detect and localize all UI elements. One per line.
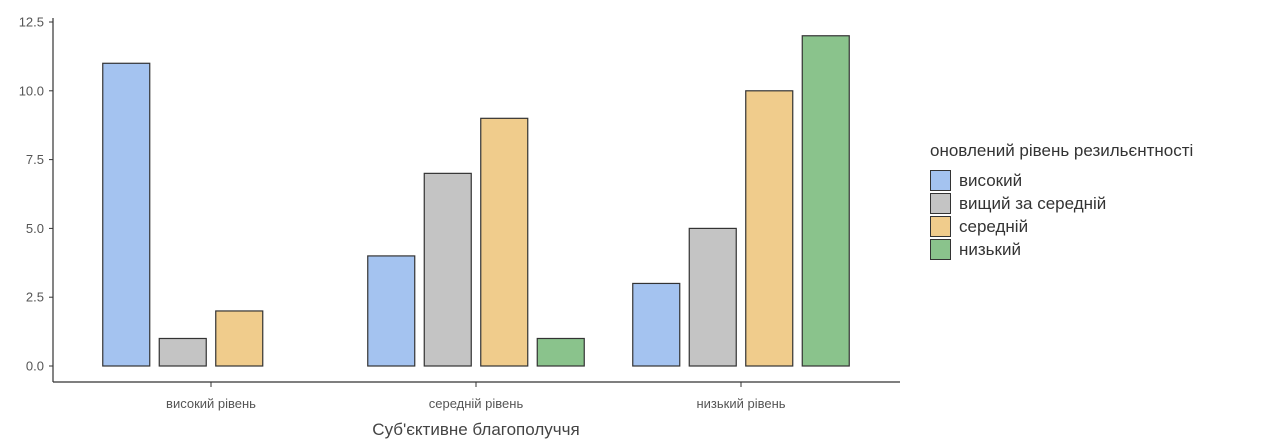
y-tick-label: 12.5 bbox=[19, 15, 44, 30]
legend-key bbox=[930, 170, 951, 191]
y-tick-label: 0.0 bbox=[26, 359, 44, 374]
bar bbox=[480, 117, 529, 367]
legend-label: низький bbox=[959, 239, 1021, 259]
y-tick-label: 2.5 bbox=[26, 290, 44, 305]
bar bbox=[158, 337, 207, 367]
legend-items: високий вищий за середній середній низький bbox=[930, 169, 1193, 261]
x-axis-title: Суб'єктивне благополуччя bbox=[372, 420, 579, 439]
x-axis-ticks: високий рівень середній рівень низький рів… bbox=[166, 382, 786, 411]
bar bbox=[215, 310, 264, 367]
bar-chart: 0.0 2.5 5.0 7.5 10.0 12.5 високий рівень серед… bbox=[19, 15, 900, 439]
bar bbox=[801, 35, 850, 367]
bar bbox=[536, 337, 585, 367]
y-tick-label: 10.0 bbox=[19, 83, 44, 98]
bar bbox=[688, 227, 737, 367]
legend-label: високий bbox=[959, 170, 1023, 190]
legend-item: вищий за середній bbox=[930, 192, 1193, 215]
legend-label: середній bbox=[959, 216, 1029, 236]
legend-title: оновлений рівень резильєнтності bbox=[930, 141, 1194, 160]
legend-label: вищий за середній bbox=[959, 193, 1107, 213]
y-tick-label: 5.0 bbox=[26, 221, 44, 236]
x-tick-label: низький рівень bbox=[696, 396, 785, 411]
bar bbox=[102, 62, 151, 367]
legend-key bbox=[930, 216, 951, 237]
legend: оновлений рівень резильєнтності високий в… bbox=[930, 141, 1193, 261]
legend-item: низький bbox=[930, 238, 1193, 261]
bar bbox=[367, 255, 416, 367]
bar bbox=[745, 90, 794, 367]
bar bbox=[423, 172, 472, 367]
legend-item: середній bbox=[930, 215, 1193, 238]
legend-key bbox=[930, 193, 951, 214]
x-tick-label: середній рівень bbox=[429, 396, 524, 411]
y-tick-label: 7.5 bbox=[26, 152, 44, 167]
legend-item: високий bbox=[930, 169, 1193, 192]
legend-key bbox=[930, 239, 951, 260]
y-axis-ticks: 0.0 2.5 5.0 7.5 10.0 12.5 bbox=[19, 15, 53, 374]
bars bbox=[102, 35, 850, 367]
x-tick-label: високий рівень bbox=[166, 396, 256, 411]
bar bbox=[632, 282, 681, 367]
